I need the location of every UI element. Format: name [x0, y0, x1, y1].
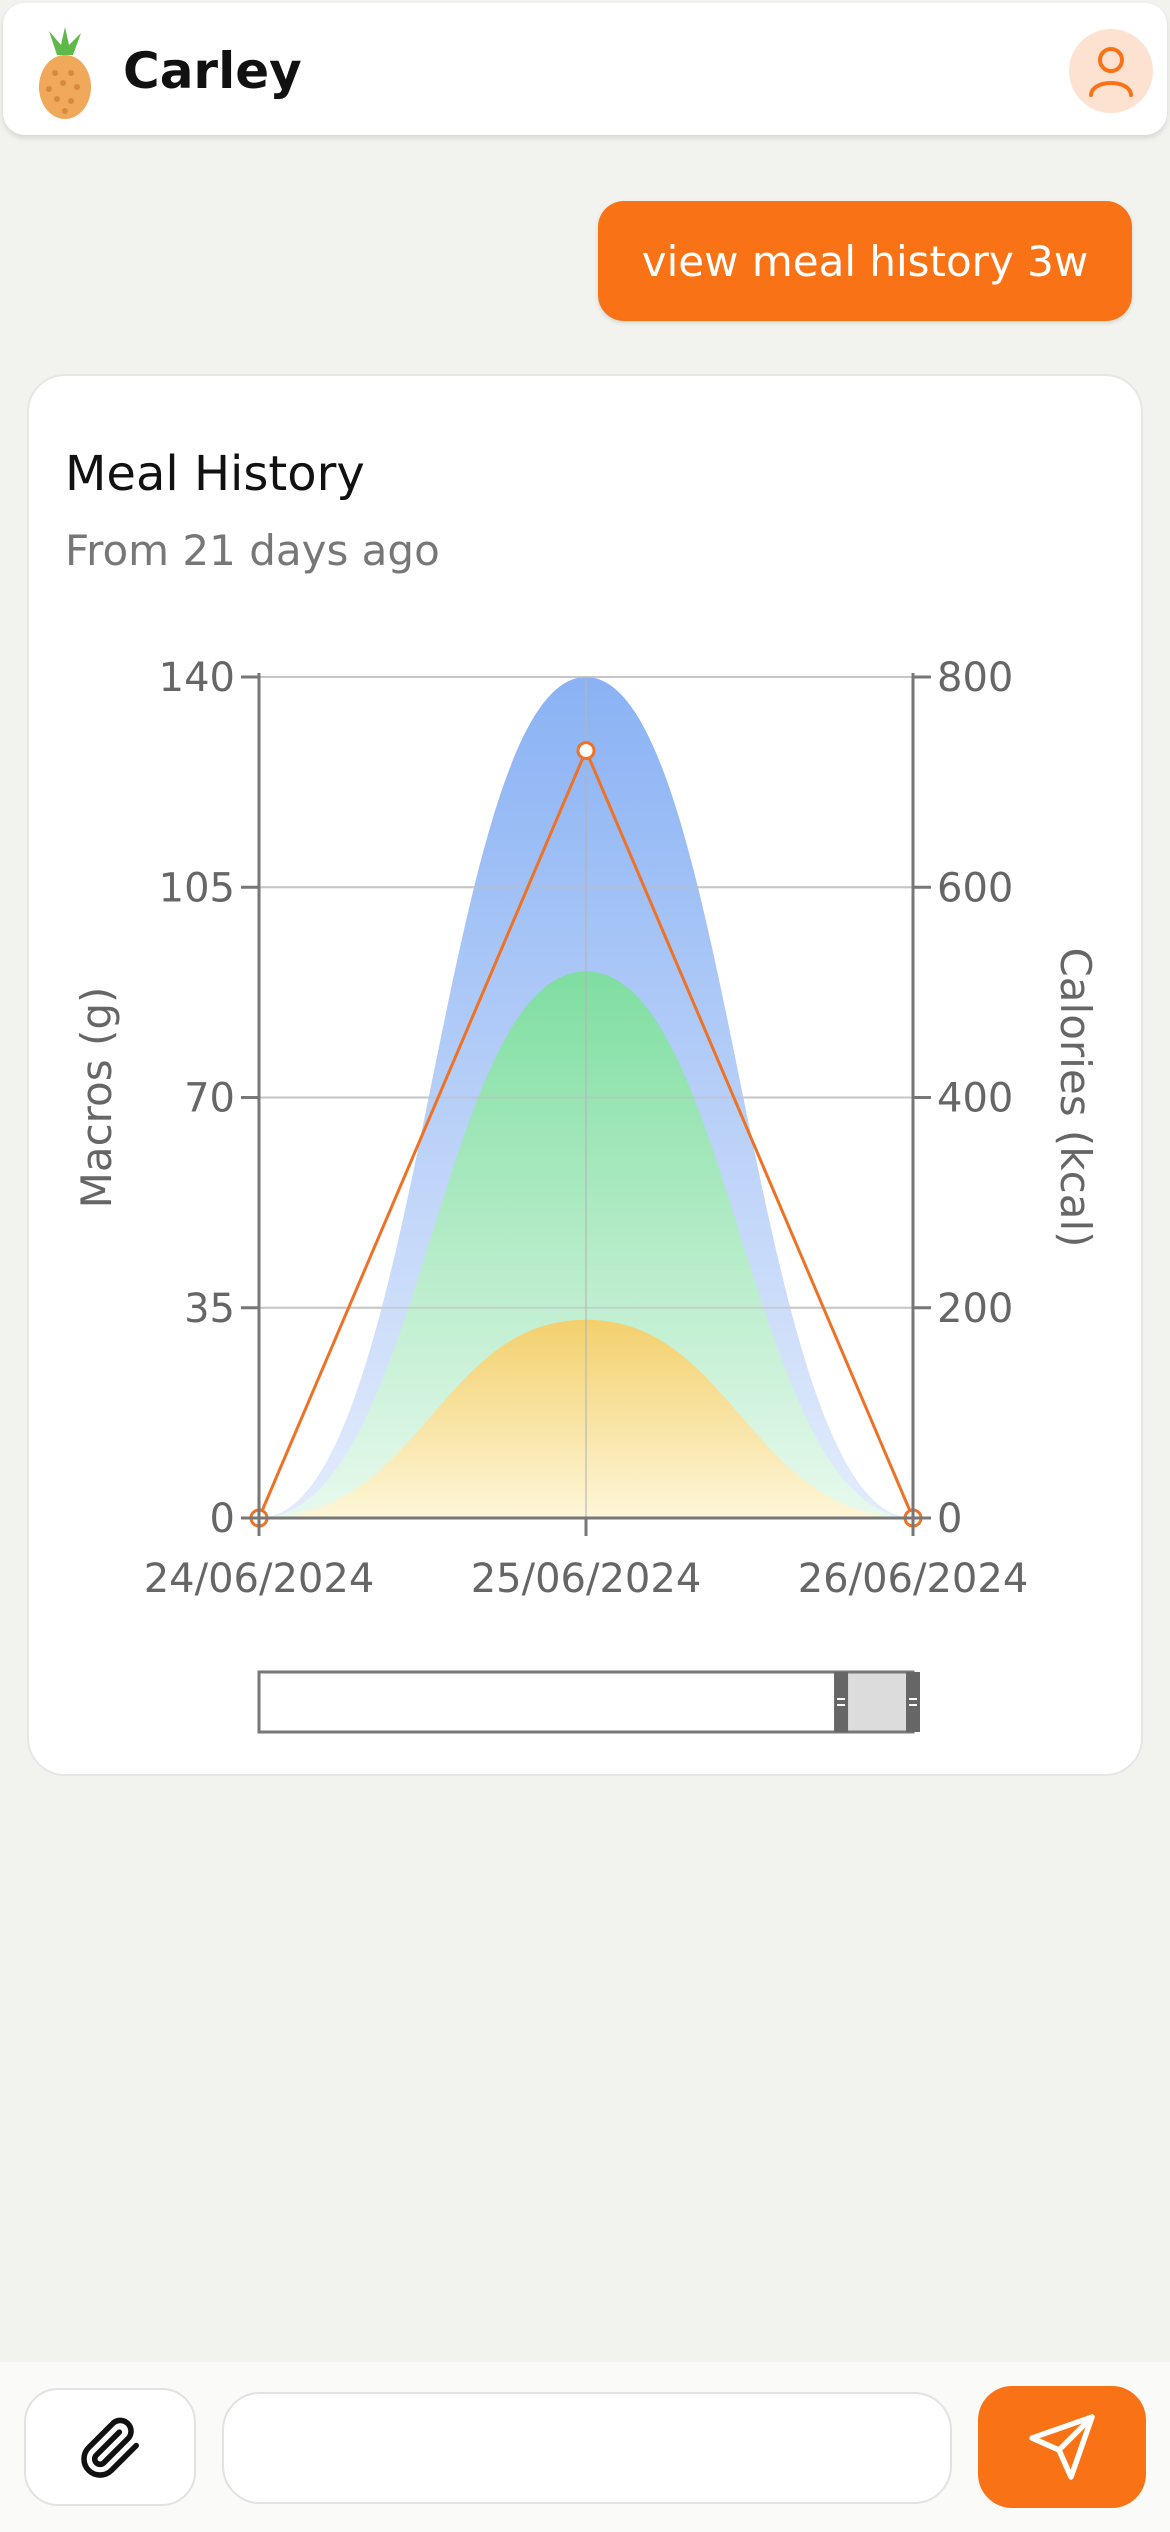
right-tick-label: 0 — [937, 1496, 962, 1542]
app-title: Carley — [123, 42, 302, 100]
calorie-point — [576, 741, 596, 761]
user-message-bubble: view meal history 3w — [598, 201, 1132, 321]
zoom-slider-handle-start[interactable] — [834, 1672, 849, 1732]
right-tick-label: 600 — [937, 865, 1013, 911]
y-left-label: Macros (g) — [72, 987, 121, 1209]
meal-history-card: Meal History From 21 days ago 0 35 70 105 14… — [27, 374, 1143, 1776]
zoom-slider-window[interactable] — [839, 1670, 915, 1734]
card-subtitle: From 21 days ago — [65, 526, 440, 575]
left-tick-label: 70 — [184, 1076, 235, 1122]
send-icon — [1029, 2414, 1095, 2480]
y-right-label: Calories (kcal) — [1051, 947, 1100, 1247]
right-tick-label: 400 — [937, 1076, 1013, 1122]
left-tick-label: 35 — [184, 1286, 235, 1332]
zoom-slider-track[interactable] — [257, 1670, 915, 1734]
right-tick-label: 800 — [937, 655, 1013, 701]
send-button[interactable] — [978, 2386, 1146, 2508]
profile-button[interactable] — [1069, 29, 1153, 113]
pineapple-icon — [39, 27, 91, 119]
attach-button[interactable] — [24, 2388, 196, 2506]
card-title: Meal History — [65, 446, 365, 502]
composer-bar — [0, 2362, 1170, 2532]
meal-history-chart: 0 35 70 105 140 0 200 400 600 800 24/06/2024 25/06/… — [72, 655, 1100, 1734]
app-header: Carley — [3, 3, 1167, 135]
paperclip-icon — [81, 2417, 140, 2478]
x-tick-label: 26/06/2024 — [798, 1556, 1029, 1602]
left-tick-label: 140 — [159, 655, 235, 701]
user-icon — [1089, 47, 1133, 97]
right-tick-label: 200 — [937, 1286, 1013, 1332]
x-tick-label: 25/06/2024 — [471, 1556, 702, 1602]
message-input[interactable] — [222, 2392, 952, 2504]
zoom-slider-handle-end[interactable] — [906, 1672, 920, 1732]
x-tick-label: 24/06/2024 — [144, 1556, 375, 1602]
left-tick-label: 105 — [159, 865, 235, 911]
left-tick-label: 0 — [210, 1496, 235, 1542]
